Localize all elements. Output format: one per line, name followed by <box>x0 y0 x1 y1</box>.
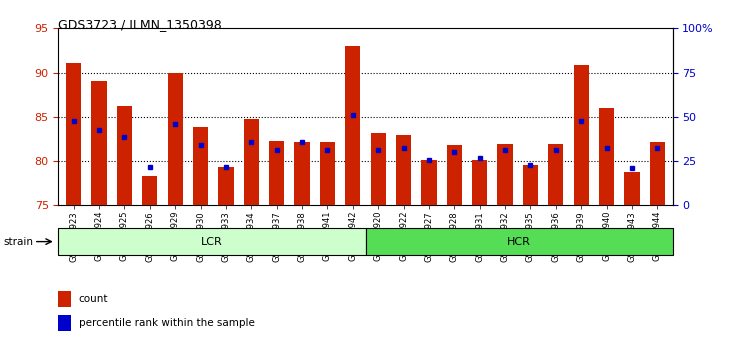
Bar <box>650 142 665 205</box>
Bar <box>143 176 157 205</box>
Bar <box>548 144 564 205</box>
Bar <box>58 291 72 307</box>
Bar <box>371 133 386 205</box>
Text: GDS3723 / ILMN_1350398: GDS3723 / ILMN_1350398 <box>58 18 222 31</box>
Bar <box>345 46 360 205</box>
Bar <box>91 81 107 205</box>
Bar <box>574 65 588 205</box>
Text: LCR: LCR <box>201 236 223 247</box>
Bar <box>117 106 132 205</box>
Bar <box>497 144 512 205</box>
Bar <box>523 165 538 205</box>
Bar <box>320 142 335 205</box>
Bar <box>295 142 310 205</box>
Text: strain: strain <box>4 236 34 247</box>
Text: count: count <box>79 294 108 304</box>
Bar <box>599 108 614 205</box>
Bar <box>447 145 462 205</box>
Bar <box>396 135 411 205</box>
Bar <box>421 160 436 205</box>
Bar <box>66 63 81 205</box>
Bar <box>366 228 673 255</box>
Bar <box>624 172 640 205</box>
Bar <box>193 127 208 205</box>
Text: HCR: HCR <box>507 236 531 247</box>
Bar <box>472 160 488 205</box>
Bar <box>58 228 366 255</box>
Bar <box>269 141 284 205</box>
Bar <box>219 167 234 205</box>
Bar <box>243 119 259 205</box>
Bar <box>58 315 72 331</box>
Text: percentile rank within the sample: percentile rank within the sample <box>79 318 254 328</box>
Bar <box>167 73 183 205</box>
